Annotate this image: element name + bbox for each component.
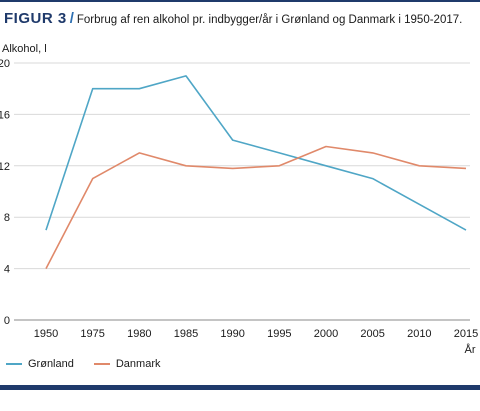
top-rule <box>0 0 480 2</box>
y-tick-label: 12 <box>0 161 10 173</box>
x-tick-label: 1995 <box>267 328 291 340</box>
series-line-groenland <box>45 75 467 231</box>
x-tick-label: 2005 <box>360 328 384 340</box>
y-tick-label: 16 <box>0 109 10 121</box>
figure-title: Forbrug af ren alkohol pr. indbygger/år … <box>76 14 463 26</box>
x-axis-label: År <box>465 343 476 356</box>
x-tick-label: 2010 <box>407 328 431 340</box>
legend-label-groenland: Grønland <box>28 358 74 370</box>
y-tick-labels: 0 4 8 12 16 20 <box>0 58 10 327</box>
x-tick-label: 1950 <box>34 328 58 340</box>
x-tick-labels: 1950 1975 1980 1985 1990 1995 2000 2005 2010 2015 <box>34 328 478 340</box>
x-tick-label: 1975 <box>80 328 104 340</box>
figure-separator: / <box>69 10 74 27</box>
x-tick-label: 1980 <box>127 328 151 340</box>
y-axis-label: Alkohol, l <box>2 43 47 55</box>
y-tick-label: 8 <box>4 212 10 224</box>
x-tick-label: 2000 <box>314 328 338 340</box>
figure-header: FIGUR 3/Forbrug af ren alkohol pr. indby… <box>4 10 476 30</box>
figure-label: FIGUR 3 <box>4 10 67 27</box>
series-lines <box>45 75 467 269</box>
legend-label-danmark: Danmark <box>115 358 161 370</box>
legend: Grønland Danmark <box>6 356 180 372</box>
grid-lines <box>14 62 470 321</box>
legend-item-groenland: Grønland <box>6 358 74 370</box>
x-tick-label: 2015 <box>454 328 478 340</box>
legend-swatch-danmark <box>93 363 110 365</box>
legend-swatch-groenland <box>6 363 22 365</box>
y-tick-label: 0 <box>4 315 10 327</box>
bottom-rule <box>0 385 480 390</box>
y-tick-label: 4 <box>4 264 10 276</box>
x-tick-label: 1985 <box>174 328 198 340</box>
x-tick-label: 1990 <box>220 328 244 340</box>
legend-item-danmark: Danmark <box>93 358 161 370</box>
y-tick-label: 20 <box>0 58 10 70</box>
series-line-danmark <box>45 145 467 269</box>
